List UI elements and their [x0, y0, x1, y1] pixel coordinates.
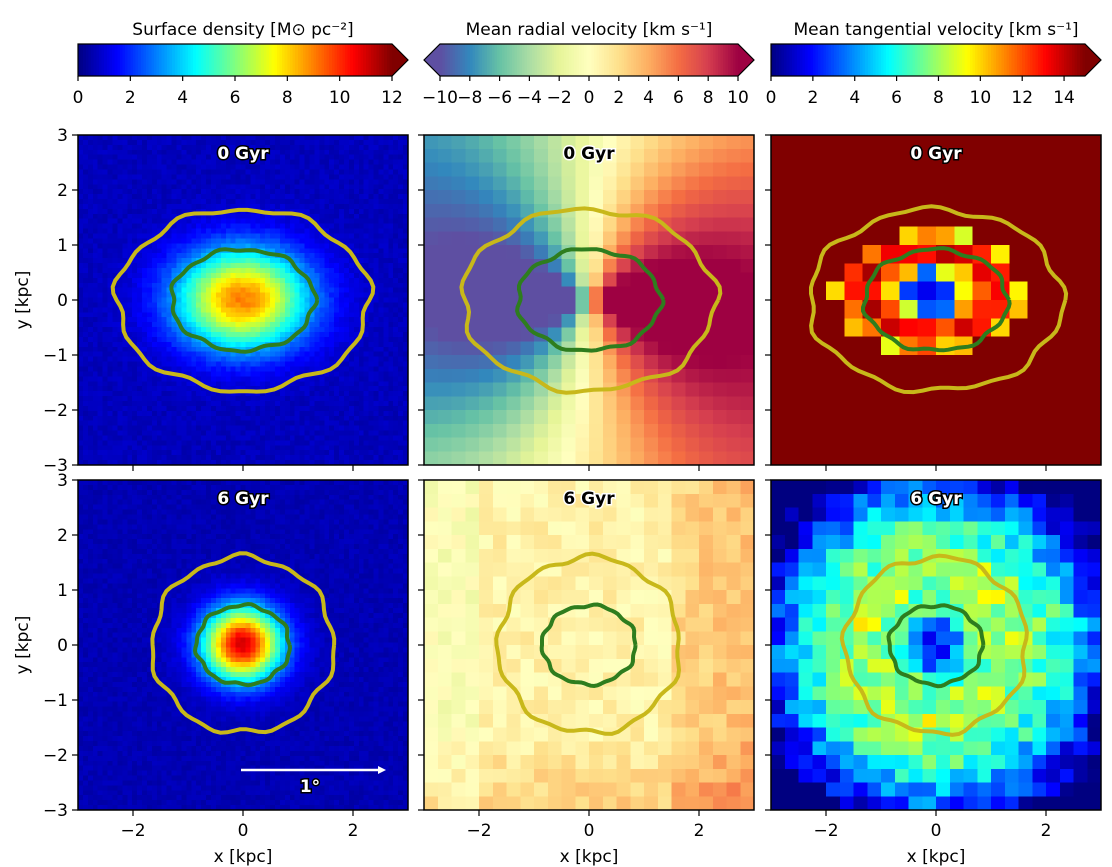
outer-contour [459, 206, 723, 395]
colorbar-extend-max [738, 44, 754, 76]
heatmap-cells [771, 135, 1101, 465]
outer-contour [110, 207, 376, 394]
panel-title: 6 Gyr [217, 489, 269, 509]
panel-1-1: 6 Gyr −2 0 2 [418, 479, 755, 841]
colorbar-tick-label: 2 [125, 88, 136, 108]
y-tick-label: 1 [57, 236, 68, 256]
y-tick-label: 2 [57, 181, 68, 201]
y-tick-label: −1 [43, 346, 68, 366]
colorbar-tick-label: 0 [766, 88, 777, 108]
inner-contour [192, 601, 293, 688]
colorbar-extend-min [424, 44, 440, 76]
y-tick-label: −3 [43, 456, 68, 476]
panel-title: 0 Gyr [910, 144, 962, 164]
y-tick-label: 3 [57, 471, 68, 491]
x-tick-label: −2 [813, 821, 838, 841]
heatmap-cells [771, 480, 1101, 810]
outer-contour [150, 551, 337, 735]
colorbar-tick-label: 10 [329, 88, 351, 108]
colorbar-tick-label: 4 [177, 88, 188, 108]
y-axis-label: y [kpc] [13, 616, 33, 675]
colorbar-extend-max [1085, 44, 1101, 76]
y-tick-label: −2 [43, 746, 68, 766]
colorbar-tick-label: −2 [547, 88, 572, 108]
scale-bar: 1° [241, 766, 386, 799]
colorbar-tick-label: 4 [643, 88, 654, 108]
colorbar-tick-label: 0 [584, 88, 595, 108]
colorbar-1: Mean radial velocity [km s⁻¹] −10 −8 −6 −4 −2… [422, 20, 755, 108]
panel-title: 6 Gyr [910, 489, 962, 509]
panel-0-0: 0 Gyr −3 −2 −1 0 1 2 3 [43, 126, 409, 476]
y-axis-label: y [kpc] [13, 271, 33, 330]
colorbar-tick-label: 6 [891, 88, 902, 108]
inner-contour [169, 247, 320, 354]
x-tick-label: 2 [1041, 821, 1052, 841]
colorbar-tick-label: 2 [807, 88, 818, 108]
y-tick-label: 1 [57, 581, 68, 601]
x-tick-label: 0 [931, 821, 942, 841]
panel-title: 0 Gyr [217, 144, 269, 164]
colorbar-tick-label: 10 [727, 88, 749, 108]
colorbar-tick-label: 8 [703, 88, 714, 108]
scale-bar-label: 1° [300, 777, 320, 797]
x-tick-label: 2 [694, 821, 705, 841]
colorbar-tick-label: −6 [487, 88, 512, 108]
heatmap-cells [424, 135, 754, 465]
colorbar-label: Mean tangential velocity [km s⁻¹] [793, 20, 1078, 40]
colorbar-label: Mean radial velocity [km s⁻¹] [466, 20, 713, 40]
y-tick-label: −1 [43, 691, 68, 711]
panel-1-0: 6 Gyr −2 0 2 −3 −2 −1 0 1 2 3 [43, 471, 409, 841]
colorbar-tick-label: 0 [73, 88, 84, 108]
outer-contour [809, 204, 1069, 395]
colorbar-2: Mean tangential velocity [km s⁻¹] 0 2 4 6 8 10… [766, 20, 1102, 108]
inner-contour [886, 603, 986, 689]
x-tick-label: 0 [238, 821, 249, 841]
y-tick-label: −3 [43, 801, 68, 821]
colorbar-tick-label: −4 [517, 88, 542, 108]
heatmap-cells [78, 135, 408, 465]
x-tick-label: −2 [466, 821, 491, 841]
colorbar-tick-label: 12 [381, 88, 403, 108]
y-tick-label: 2 [57, 526, 68, 546]
outer-contour [494, 551, 682, 736]
colorbar-tick-label: 4 [849, 88, 860, 108]
heatmap-cells [424, 480, 754, 810]
x-tick-label: −2 [120, 821, 145, 841]
x-axis-label: x [kpc] [560, 847, 619, 867]
panel-0-2: 0 Gyr [765, 134, 1102, 471]
colorbar-tick-label: 12 [1011, 88, 1033, 108]
x-axis-label: x [kpc] [214, 847, 273, 867]
y-tick-label: 3 [57, 126, 68, 146]
x-axis-label: x [kpc] [907, 847, 966, 867]
x-tick-label: 0 [584, 821, 595, 841]
colorbar-tick-label: −8 [457, 88, 482, 108]
colorbar-label: Surface density [M⊙ pc⁻²] [132, 20, 353, 40]
colorbar-tick-label: 10 [970, 88, 992, 108]
colorbar-0: Surface density [M⊙ pc⁻²] 0 2 4 6 8 10 12 [73, 20, 409, 108]
panel-title: 0 Gyr [563, 144, 615, 164]
y-tick-label: 0 [57, 636, 68, 656]
colorbar-tick-label: 14 [1053, 88, 1075, 108]
colorbar-extend-max [392, 44, 408, 76]
panel-1-2: 6 Gyr −2 0 2 [765, 479, 1102, 841]
inner-contour [861, 246, 1012, 353]
outer-contour [839, 553, 1029, 737]
panel-0-1: 0 Gyr [418, 134, 755, 471]
y-tick-label: 0 [57, 291, 68, 311]
y-tick-label: −2 [43, 401, 68, 421]
heatmap-cells [78, 480, 408, 810]
colorbar-tick-label: −10 [422, 88, 458, 108]
inner-contour [515, 247, 666, 353]
colorbar-tick-label: 8 [282, 88, 293, 108]
x-tick-label: 2 [348, 821, 359, 841]
colorbar-tick-label: 6 [230, 88, 241, 108]
colorbar-tick-label: 8 [933, 88, 944, 108]
colorbar-tick-label: 2 [613, 88, 624, 108]
panel-title: 6 Gyr [563, 489, 615, 509]
inner-contour [539, 602, 638, 689]
colorbar-tick-label: 6 [673, 88, 684, 108]
